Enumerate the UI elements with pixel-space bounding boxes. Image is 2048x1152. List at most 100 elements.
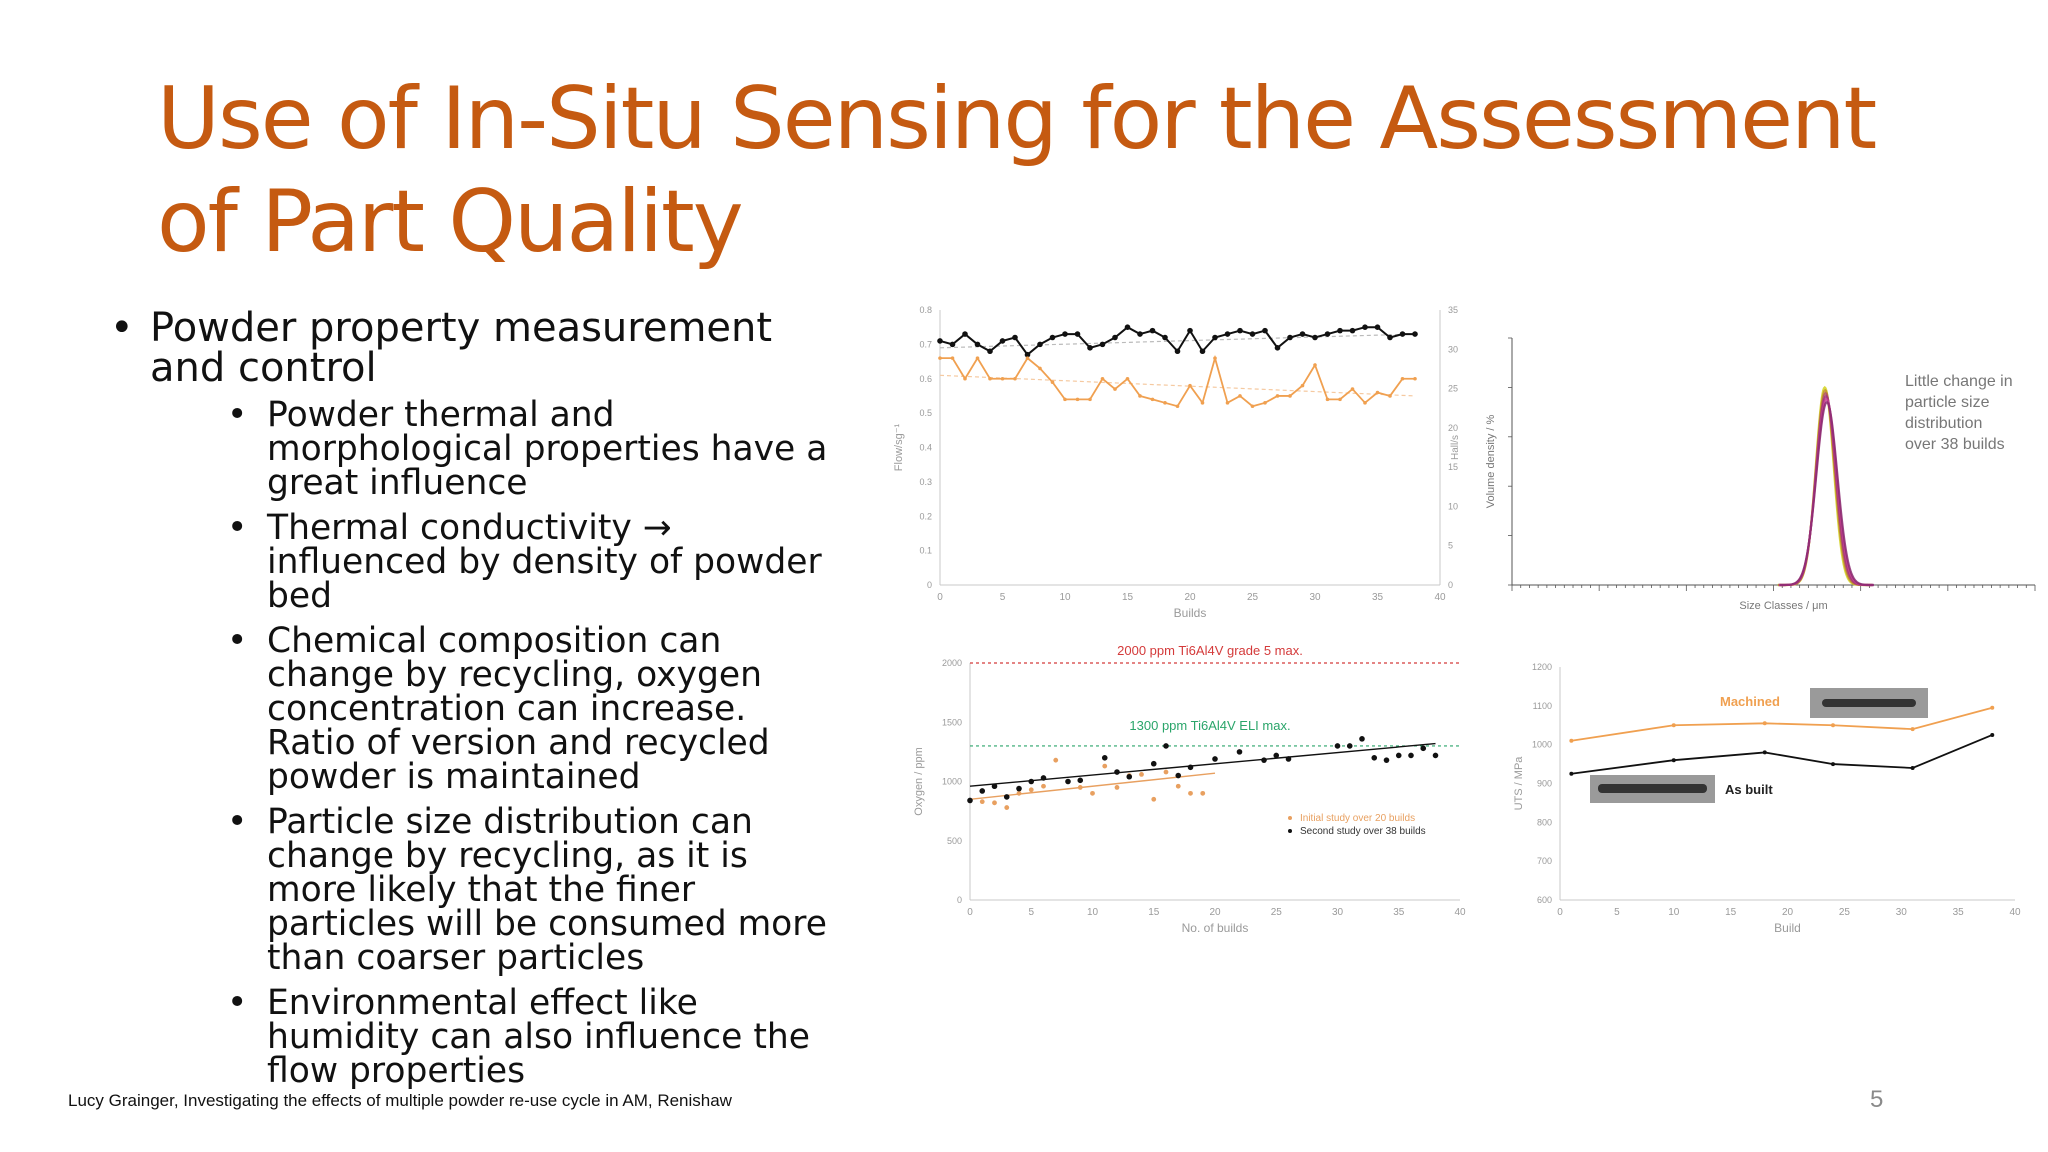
data-point (1049, 334, 1056, 341)
data-point (1238, 394, 1242, 398)
data-point (1359, 736, 1365, 742)
x-axis-label: Builds (1174, 606, 1207, 620)
data-point (1261, 757, 1267, 763)
data-point (979, 788, 986, 794)
x-tick-label: 40 (1454, 907, 1466, 918)
x-tick-label: 25 (1271, 907, 1283, 918)
distribution-curve (1778, 394, 1874, 587)
y-tick-label: 0.7 (919, 339, 932, 349)
data-point (1188, 383, 1192, 388)
data-point (1012, 334, 1018, 341)
data-point (1313, 363, 1317, 367)
y-axis-label: UTS / MPa (1513, 756, 1525, 811)
slide-title: Use of In-Situ Sensing for the Assessmen… (157, 69, 1877, 272)
y-axis-label: Volume density / % (1485, 415, 1497, 509)
data-point (1300, 383, 1305, 388)
data-point (1831, 762, 1835, 767)
sub-bullet: Powder thermal and morphological propert… (227, 398, 840, 501)
oxygen-chart: 0 5 10 15 20 25 30 35 40 0 500 1000 1500 2000 No. of b… (913, 643, 1466, 935)
y2-tick-label: 35 (1448, 305, 1458, 315)
data-point (1212, 334, 1218, 341)
y-tick-label: 1100 (1533, 701, 1552, 711)
y-tick-label: 600 (1537, 895, 1552, 905)
y-tick-label: 0.2 (919, 511, 932, 521)
data-point (1375, 390, 1380, 395)
y-tick-label: 2000 (942, 658, 962, 668)
flow-chart: 0 5 10 15 20 25 30 35 4000.10.20.30.40.50.60.70.… (893, 305, 1461, 620)
legend-marker (1288, 816, 1292, 820)
bullet-list: Powder property measurement and control … (110, 308, 840, 1099)
data-point (1074, 331, 1081, 337)
y-tick-label: 0.6 (919, 374, 932, 384)
data-point (1114, 785, 1120, 790)
data-point (1162, 334, 1168, 341)
data-point (1762, 721, 1767, 726)
y-axis-label: Oxygen / ppm (913, 747, 925, 815)
data-point (979, 799, 985, 805)
y-tick-label: 900 (1537, 779, 1552, 789)
y-tick-label: 0.8 (919, 305, 932, 315)
data-point (1187, 327, 1193, 334)
data-point (1371, 755, 1378, 761)
data-point (1187, 764, 1194, 771)
x-tick-label: 0 (967, 907, 973, 918)
x-tick-label: 5 (1028, 907, 1034, 918)
x-axis-label: Build (1774, 921, 1801, 935)
data-point (1016, 790, 1022, 796)
bullet-main: Powder property measurement and control … (110, 308, 840, 1088)
x-tick-label: 0 (1557, 907, 1563, 918)
data-point (975, 356, 980, 360)
data-point (1383, 757, 1390, 763)
x-tick-label: 25 (1247, 592, 1259, 603)
series-label-as-built: As built (1725, 782, 1773, 797)
data-point (1910, 727, 1915, 732)
data-point (1138, 394, 1142, 398)
trendline (939, 333, 1416, 349)
data-point (1337, 327, 1343, 334)
data-point (1349, 327, 1356, 334)
data-point (1013, 376, 1017, 381)
trendline (969, 772, 1216, 800)
y-tick-label: 1500 (942, 717, 962, 727)
data-point (1139, 771, 1144, 777)
y2-tick-label: 0 (1448, 580, 1453, 590)
data-point (988, 376, 992, 381)
legend-label: Initial study over 20 builds (1300, 813, 1415, 824)
data-point (1025, 356, 1030, 360)
data-point (1062, 331, 1068, 337)
data-point (1274, 345, 1281, 351)
data-point (1288, 394, 1292, 398)
data-point (991, 783, 998, 790)
sub-bullet: Particle size distribution can change by… (227, 805, 840, 976)
data-point (1037, 341, 1043, 348)
y-tick-label: 0 (957, 895, 962, 905)
data-point (1087, 345, 1093, 351)
x-tick-label: 5 (1614, 907, 1620, 918)
data-point (1400, 376, 1405, 381)
data-point (1249, 331, 1256, 337)
y-axis-label: Flow/sg⁻¹ (893, 423, 905, 471)
data-point (1188, 790, 1193, 796)
data-point (1175, 783, 1181, 789)
data-point (963, 376, 967, 381)
x-tick-label: 10 (1668, 907, 1680, 918)
data-point (1149, 327, 1156, 334)
x-tick-label: 25 (1839, 907, 1851, 918)
data-point (1125, 376, 1130, 381)
series-label-machined: Machined (1720, 694, 1780, 709)
data-point (1262, 327, 1268, 334)
data-point (949, 341, 956, 348)
x-tick-label: 15 (1122, 592, 1134, 603)
data-point (1412, 331, 1418, 337)
data-point (1324, 331, 1331, 337)
data-point (999, 338, 1006, 344)
x-tick-label: 40 (1434, 592, 1446, 603)
data-point (1273, 752, 1280, 759)
x-axis-label: Size Classes / μm (1739, 600, 1827, 612)
y-tick-label: 0.5 (919, 408, 932, 418)
x-tick-label: 30 (1896, 907, 1908, 918)
data-point (1126, 773, 1133, 780)
data-point (1077, 777, 1084, 784)
y2-tick-label: 30 (1448, 344, 1458, 354)
x-tick-label: 10 (1087, 907, 1099, 918)
